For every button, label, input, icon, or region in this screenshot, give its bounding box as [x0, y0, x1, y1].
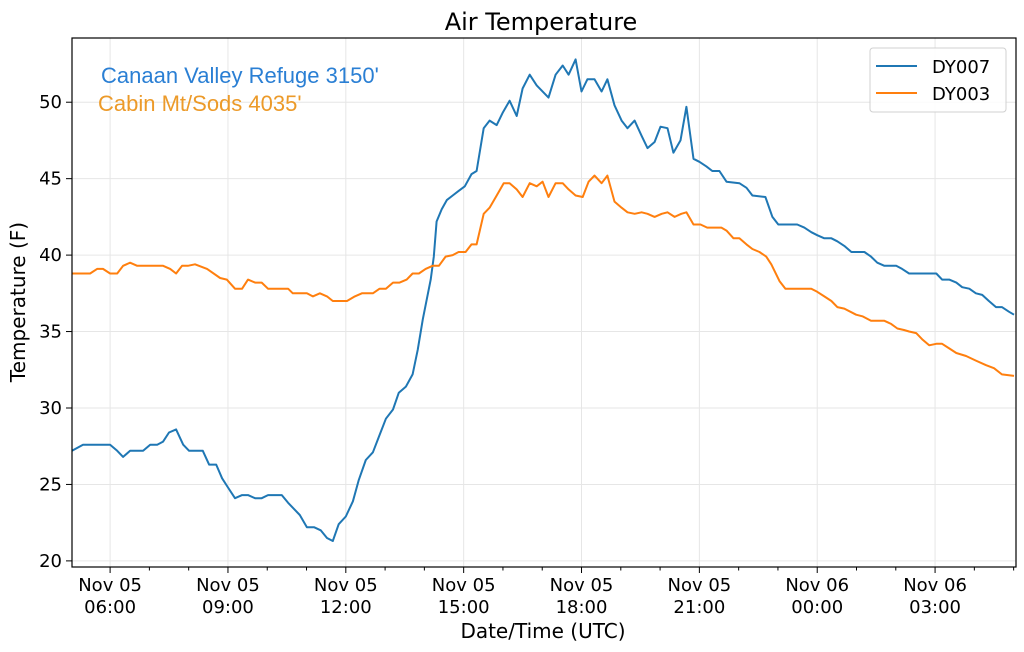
annotation-cabin-mt: Cabin Mt/Sods 4035': [98, 91, 302, 116]
x-tick-label-time: 21:00: [673, 597, 725, 618]
series-line-dy003: [72, 174, 1015, 377]
x-axis-label: Date/Time (UTC): [460, 619, 625, 643]
x-tick-label-date: Nov 05: [314, 575, 378, 596]
x-tick-label-date: Nov 05: [78, 575, 142, 596]
y-tick-label: 30: [39, 398, 62, 419]
x-tick-label-time: 03:00: [909, 597, 961, 618]
y-axis-ticks: 20 25 30 35 40 45 50: [39, 92, 72, 572]
x-tick-label-time: 12:00: [320, 597, 372, 618]
series-points-dy007: [71, 59, 1015, 542]
legend-label-dy007: DY007: [932, 57, 990, 78]
x-tick-label-date: Nov 05: [196, 575, 260, 596]
x-tick-label-time: 06:00: [84, 597, 136, 618]
x-tick-label-time: 09:00: [202, 597, 254, 618]
gridlines: [72, 38, 1016, 567]
y-tick-label: 25: [39, 474, 62, 495]
x-tick-label-date: Nov 05: [550, 575, 614, 596]
y-tick-label: 50: [39, 92, 62, 113]
x-tick-label-time: 00:00: [791, 597, 843, 618]
legend: DY007 DY003: [869, 47, 1007, 113]
series-points-dy003: [71, 175, 1015, 376]
x-tick-label-date: Nov 06: [903, 575, 967, 596]
x-tick-label-date: Nov 05: [667, 575, 731, 596]
x-tick-label-date: Nov 06: [785, 575, 849, 596]
plot-frame: [71, 37, 1017, 568]
chart-title: Air Temperature: [445, 8, 638, 36]
y-tick-label: 20: [39, 551, 62, 572]
y-tick-label: 35: [39, 322, 62, 343]
legend-label-dy003: DY003: [932, 84, 990, 105]
x-tick-label-time: 18:00: [556, 597, 608, 618]
y-tick-label: 45: [39, 169, 62, 190]
y-axis-label: Temperature (F): [6, 222, 30, 383]
annotation-canaan-valley: Canaan Valley Refuge 3150': [101, 63, 379, 88]
x-tick-label-date: Nov 05: [432, 575, 496, 596]
x-tick-label-time: 15:00: [438, 597, 490, 618]
y-tick-label: 40: [39, 245, 62, 266]
series-layer: [71, 58, 1015, 542]
legend-box: [869, 47, 1007, 113]
